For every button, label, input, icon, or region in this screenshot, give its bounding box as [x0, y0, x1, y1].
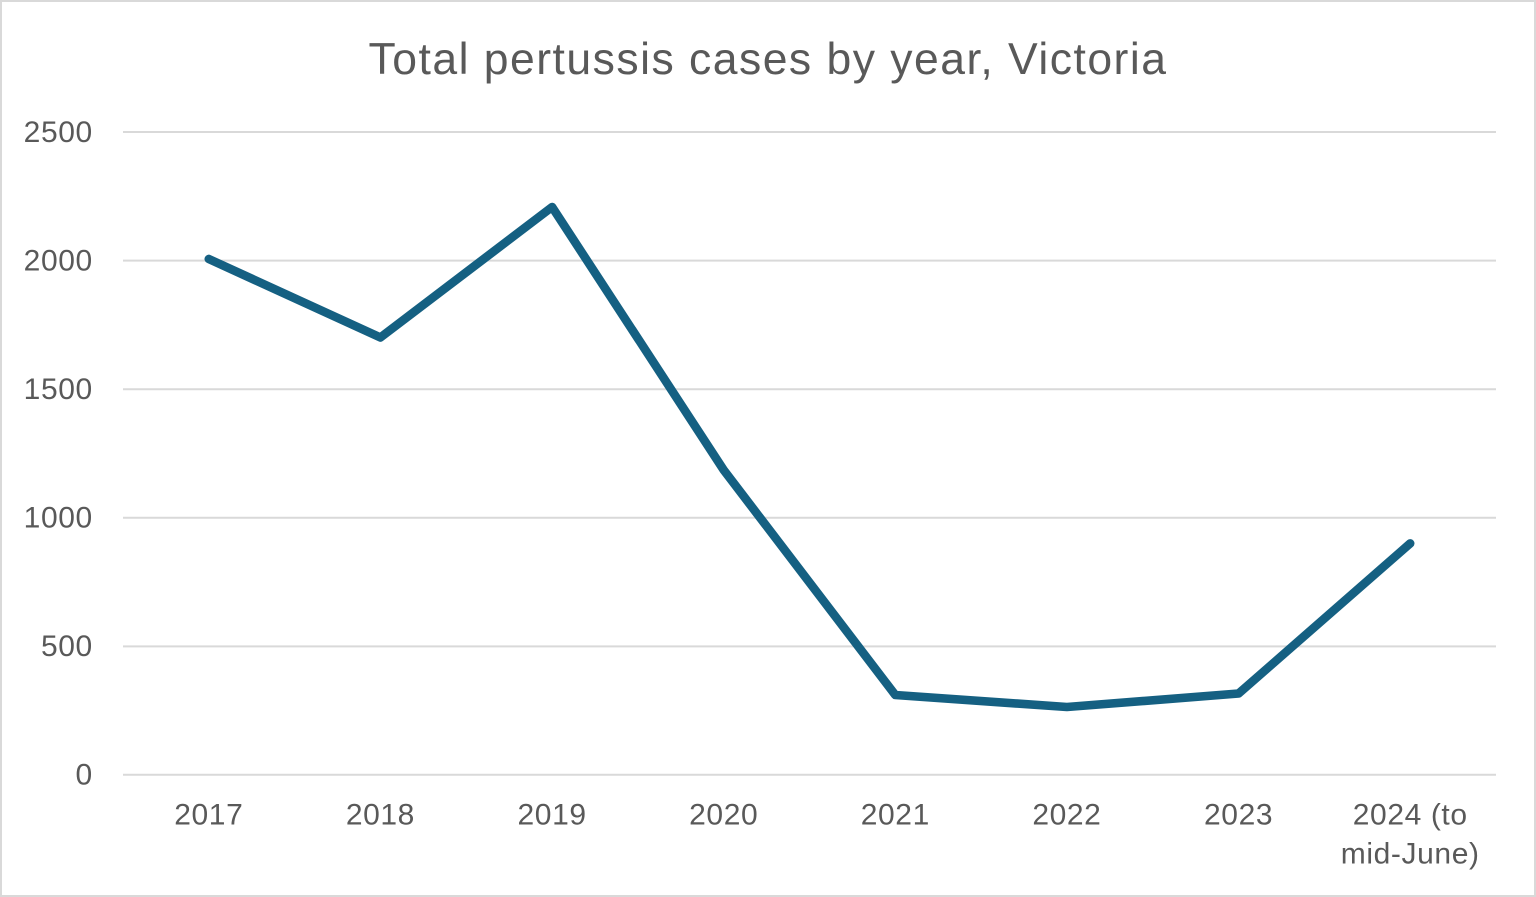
svg-text:2019: 2019: [518, 799, 587, 832]
svg-text:1500: 1500: [24, 373, 93, 406]
svg-text:2018: 2018: [346, 799, 415, 832]
svg-text:mid-June): mid-June): [1341, 838, 1480, 871]
svg-text:500: 500: [41, 630, 93, 663]
svg-text:2020: 2020: [689, 799, 758, 832]
svg-text:2021: 2021: [861, 799, 930, 832]
svg-text:0: 0: [76, 759, 93, 792]
svg-text:2024 (to: 2024 (to: [1353, 799, 1468, 832]
svg-text:2000: 2000: [24, 244, 93, 277]
svg-text:2022: 2022: [1032, 799, 1101, 832]
svg-text:2017: 2017: [174, 799, 243, 832]
svg-text:1000: 1000: [24, 502, 93, 535]
svg-text:2500: 2500: [24, 116, 93, 149]
svg-text:2023: 2023: [1204, 799, 1273, 832]
svg-text:Total pertussis cases by year,: Total pertussis cases by year, Victoria: [369, 35, 1168, 84]
